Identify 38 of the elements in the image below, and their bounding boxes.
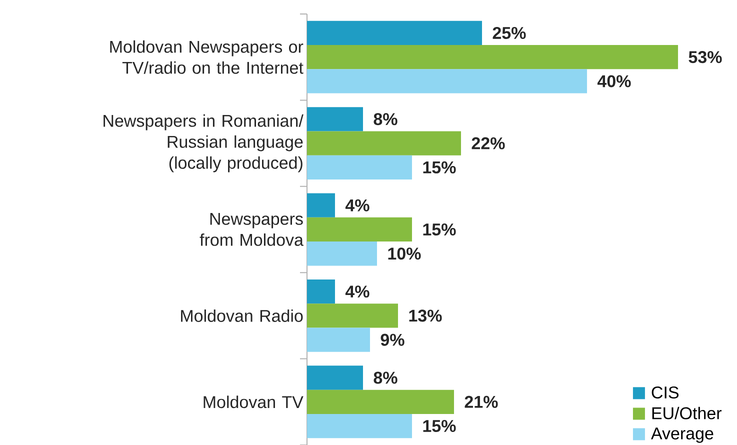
data-label: 4%: [345, 285, 370, 298]
data-label: 21%: [464, 396, 498, 408]
bar: [306, 328, 370, 352]
data-label: 15%: [423, 161, 456, 174]
data-label: 9%: [380, 334, 404, 346]
bar: [306, 303, 398, 328]
bar: [306, 44, 678, 69]
y-tick-label: Moldovan Newspapers or TV/radio on the Internet: [110, 40, 304, 74]
data-label: 4%: [345, 199, 370, 212]
bar: [306, 241, 378, 266]
data-label: 10%: [388, 247, 421, 260]
y-tick-label: Newspapers from Moldova: [200, 212, 304, 246]
data-label: 13%: [409, 309, 442, 322]
legend-label: EU/Other: [652, 406, 722, 420]
data-label: 53%: [688, 50, 722, 63]
data-label: 15%: [423, 223, 456, 236]
data-label: 25%: [492, 26, 526, 39]
bar: [306, 20, 482, 45]
legend-label: CIS: [652, 386, 679, 398]
bar: [306, 155, 412, 180]
bar: [306, 68, 588, 94]
data-label: 8%: [374, 112, 398, 125]
y-tick-label: Newspapers in Romanian/ Russian language (locally produced): [104, 114, 304, 172]
data-label: 40%: [597, 74, 631, 88]
bar: [306, 106, 363, 131]
bar: [306, 217, 412, 242]
bar: [306, 279, 335, 304]
legend-label: Average: [650, 427, 714, 443]
bar: [306, 365, 363, 390]
data-label: 22%: [472, 137, 505, 150]
bar: [306, 390, 454, 414]
bar: [306, 130, 462, 156]
data-label: 15%: [423, 420, 456, 432]
y-tick-label: Moldovan Radio: [181, 309, 303, 322]
bar: [306, 414, 412, 438]
bar: [306, 193, 335, 218]
y-tick-label: Moldovan TV: [204, 395, 304, 408]
data-label: 8%: [374, 372, 398, 384]
